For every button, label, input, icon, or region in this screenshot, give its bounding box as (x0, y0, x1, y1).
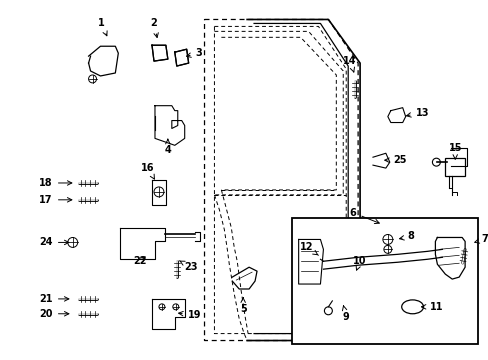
Text: 11: 11 (421, 302, 442, 312)
Text: 18: 18 (39, 178, 72, 188)
Text: 7: 7 (474, 234, 487, 244)
Bar (445, 158, 464, 176)
Polygon shape (174, 49, 188, 66)
Text: 6: 6 (349, 208, 379, 224)
Text: 20: 20 (40, 309, 69, 319)
Text: 24: 24 (40, 238, 69, 247)
Text: 25: 25 (384, 155, 406, 165)
Text: 15: 15 (447, 143, 461, 159)
Text: 5: 5 (239, 298, 246, 314)
Text: 8: 8 (399, 231, 414, 242)
Text: 16: 16 (141, 163, 155, 179)
Text: 21: 21 (40, 294, 69, 304)
Text: 12: 12 (299, 242, 318, 255)
Polygon shape (152, 45, 167, 61)
Text: 10: 10 (353, 256, 366, 270)
Text: 1: 1 (98, 18, 107, 36)
Text: 2: 2 (150, 18, 158, 37)
Text: 23: 23 (179, 261, 198, 272)
Ellipse shape (401, 300, 423, 314)
Text: 14: 14 (343, 56, 356, 72)
Text: 9: 9 (342, 306, 349, 322)
Bar (291, 218, 477, 345)
Text: 17: 17 (40, 195, 72, 205)
Text: 3: 3 (186, 48, 202, 58)
Text: 22: 22 (133, 256, 146, 266)
Text: 4: 4 (164, 139, 171, 155)
Text: 19: 19 (178, 310, 201, 320)
Text: 13: 13 (406, 108, 428, 118)
